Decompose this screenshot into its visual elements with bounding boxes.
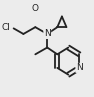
Text: N: N <box>44 29 51 38</box>
Text: Cl: Cl <box>2 23 11 32</box>
Text: N: N <box>76 63 83 72</box>
Text: O: O <box>32 4 39 13</box>
